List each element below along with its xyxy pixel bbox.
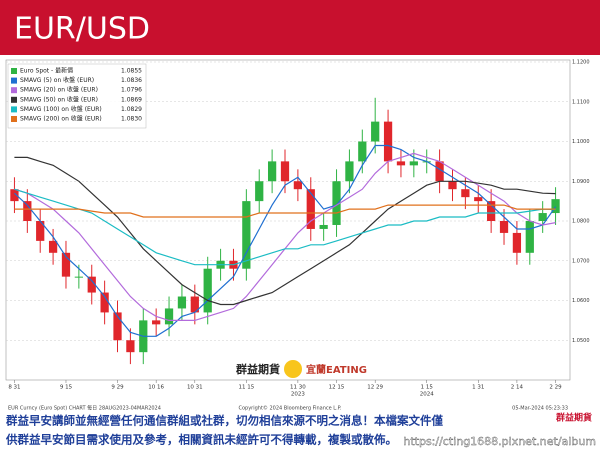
candle-body <box>358 141 367 162</box>
legend-swatch <box>11 106 17 113</box>
legend-swatch <box>11 87 17 94</box>
candle-body <box>190 296 199 313</box>
candle-body <box>74 276 83 278</box>
x-tick-label: 8 31 <box>8 385 20 391</box>
legend-swatch <box>11 68 17 74</box>
legend-value: 1.0836 <box>121 77 142 84</box>
y-tick-label: 1.0600 <box>572 298 590 304</box>
legend-label: SMAVG (5) on 收盤 (EUR) <box>20 76 94 84</box>
candle-body <box>461 189 470 198</box>
candle-body <box>280 161 290 182</box>
candle-body <box>113 312 122 341</box>
x-tick-label: 11 15 <box>238 385 254 391</box>
candle-body <box>126 340 135 353</box>
candle-body <box>525 221 534 253</box>
y-tick-label: 1.1200 <box>572 60 590 66</box>
legend-label: SMAVG (200) on 收盤 (EUR) <box>20 115 102 123</box>
candle-body <box>487 201 496 221</box>
year-label: 2024 <box>420 392 434 398</box>
candle-body <box>409 161 418 166</box>
brand: 群益期貨 <box>235 362 280 376</box>
y-tick-label: 1.0500 <box>572 338 590 344</box>
candle-body <box>319 224 328 229</box>
legend-value: 1.0830 <box>121 116 142 123</box>
candle-body <box>396 161 406 166</box>
candle-body <box>10 189 19 202</box>
candle-body <box>448 181 457 190</box>
candle-body <box>551 199 560 214</box>
candle-body <box>87 276 96 293</box>
watermark: https://cting1688.pixnet.net/album <box>403 435 596 448</box>
notice-line: 供群益早安節目需求使用及參考，相關資訊未經許可不得轉載，複製或散佈。 <box>5 433 397 447</box>
x-tick-label: 9 29 <box>111 385 124 391</box>
year-label: 2023 <box>291 392 305 398</box>
legend-box <box>7 63 147 129</box>
ma-line <box>14 204 556 218</box>
y-tick-label: 1.1000 <box>572 139 590 145</box>
x-tick-label: 11 30 <box>290 385 306 391</box>
candle-body <box>23 201 32 221</box>
candle-body <box>164 308 174 325</box>
legend-label: SMAVG (20) on 收盤 (EUR) <box>20 86 98 94</box>
legend-swatch <box>11 77 17 84</box>
candle-body <box>293 181 303 190</box>
candle-body <box>499 221 509 233</box>
candle-body <box>203 268 212 313</box>
ma-line <box>14 156 556 306</box>
candle-body <box>306 189 315 229</box>
header-title: EUR/USD <box>14 12 150 47</box>
legend-swatch <box>11 116 17 122</box>
x-tick-label: 12 29 <box>367 385 383 391</box>
footer-left: EUR Curncy (Euro Spot) CHART 每日 28AUG202… <box>8 405 161 412</box>
candle-body <box>177 296 187 309</box>
candle-body <box>61 252 71 277</box>
legend-label: SMAVG (50) on 收盤 (EUR) <box>20 95 98 103</box>
candle-body <box>152 320 161 325</box>
ma-line <box>14 188 556 266</box>
notice-line: 群益早安講師並無經營任何通信群組或社群，切勿相信來源不明之消息！本檔案文件僅 <box>5 414 443 428</box>
x-tick-label: 10 16 <box>148 385 164 391</box>
legend-value: 1.0796 <box>121 87 142 94</box>
legend-value: 1.0829 <box>121 106 142 113</box>
x-tick-label: 9 15 <box>60 385 73 391</box>
x-tick-label: 1 31 <box>472 385 484 391</box>
legend-label: SMAVG (100) on 收盤 (EUR) <box>20 105 102 113</box>
header-bar <box>0 0 600 55</box>
footer-right: 05-Mar-2024 05:23:33 <box>512 406 568 412</box>
candle-body <box>345 161 354 182</box>
candle-body <box>435 161 444 182</box>
sun-icon <box>284 360 302 378</box>
candle-body <box>100 292 109 313</box>
candle-body <box>538 213 547 221</box>
logo: 群益期貨 <box>555 412 592 424</box>
candle-body <box>371 121 380 142</box>
legend-swatch <box>11 96 17 103</box>
x-tick-label: 2 14 <box>511 385 524 391</box>
x-tick-label: 2 29 <box>549 385 562 391</box>
candle-body <box>512 232 522 253</box>
candle-body <box>267 161 277 182</box>
legend-label: Euro Spot - 最新價 <box>20 67 73 75</box>
candle-body <box>36 221 45 241</box>
y-tick-label: 1.0700 <box>572 258 590 264</box>
candle-body <box>383 121 393 162</box>
footer-center: Copyright© 2024 Bloomberg Finance L.P. <box>238 405 341 412</box>
candle-body <box>242 201 251 269</box>
candle-body <box>474 197 483 202</box>
candle-body <box>48 240 58 253</box>
y-tick-label: 1.1100 <box>572 99 590 105</box>
y-tick-label: 1.0800 <box>572 219 590 225</box>
candle-body <box>255 181 264 202</box>
y-tick-label: 1.0900 <box>572 179 590 185</box>
brand2: 宜蘭EATING <box>306 363 367 376</box>
x-tick-label: 12 15 <box>329 385 345 391</box>
candle-body <box>332 181 341 225</box>
x-tick-label: 1 15 <box>421 385 434 391</box>
x-tick-label: 10 31 <box>187 385 203 391</box>
ma-line <box>13 144 557 337</box>
legend-value: 1.0855 <box>121 68 142 75</box>
legend-value: 1.0869 <box>121 96 142 103</box>
